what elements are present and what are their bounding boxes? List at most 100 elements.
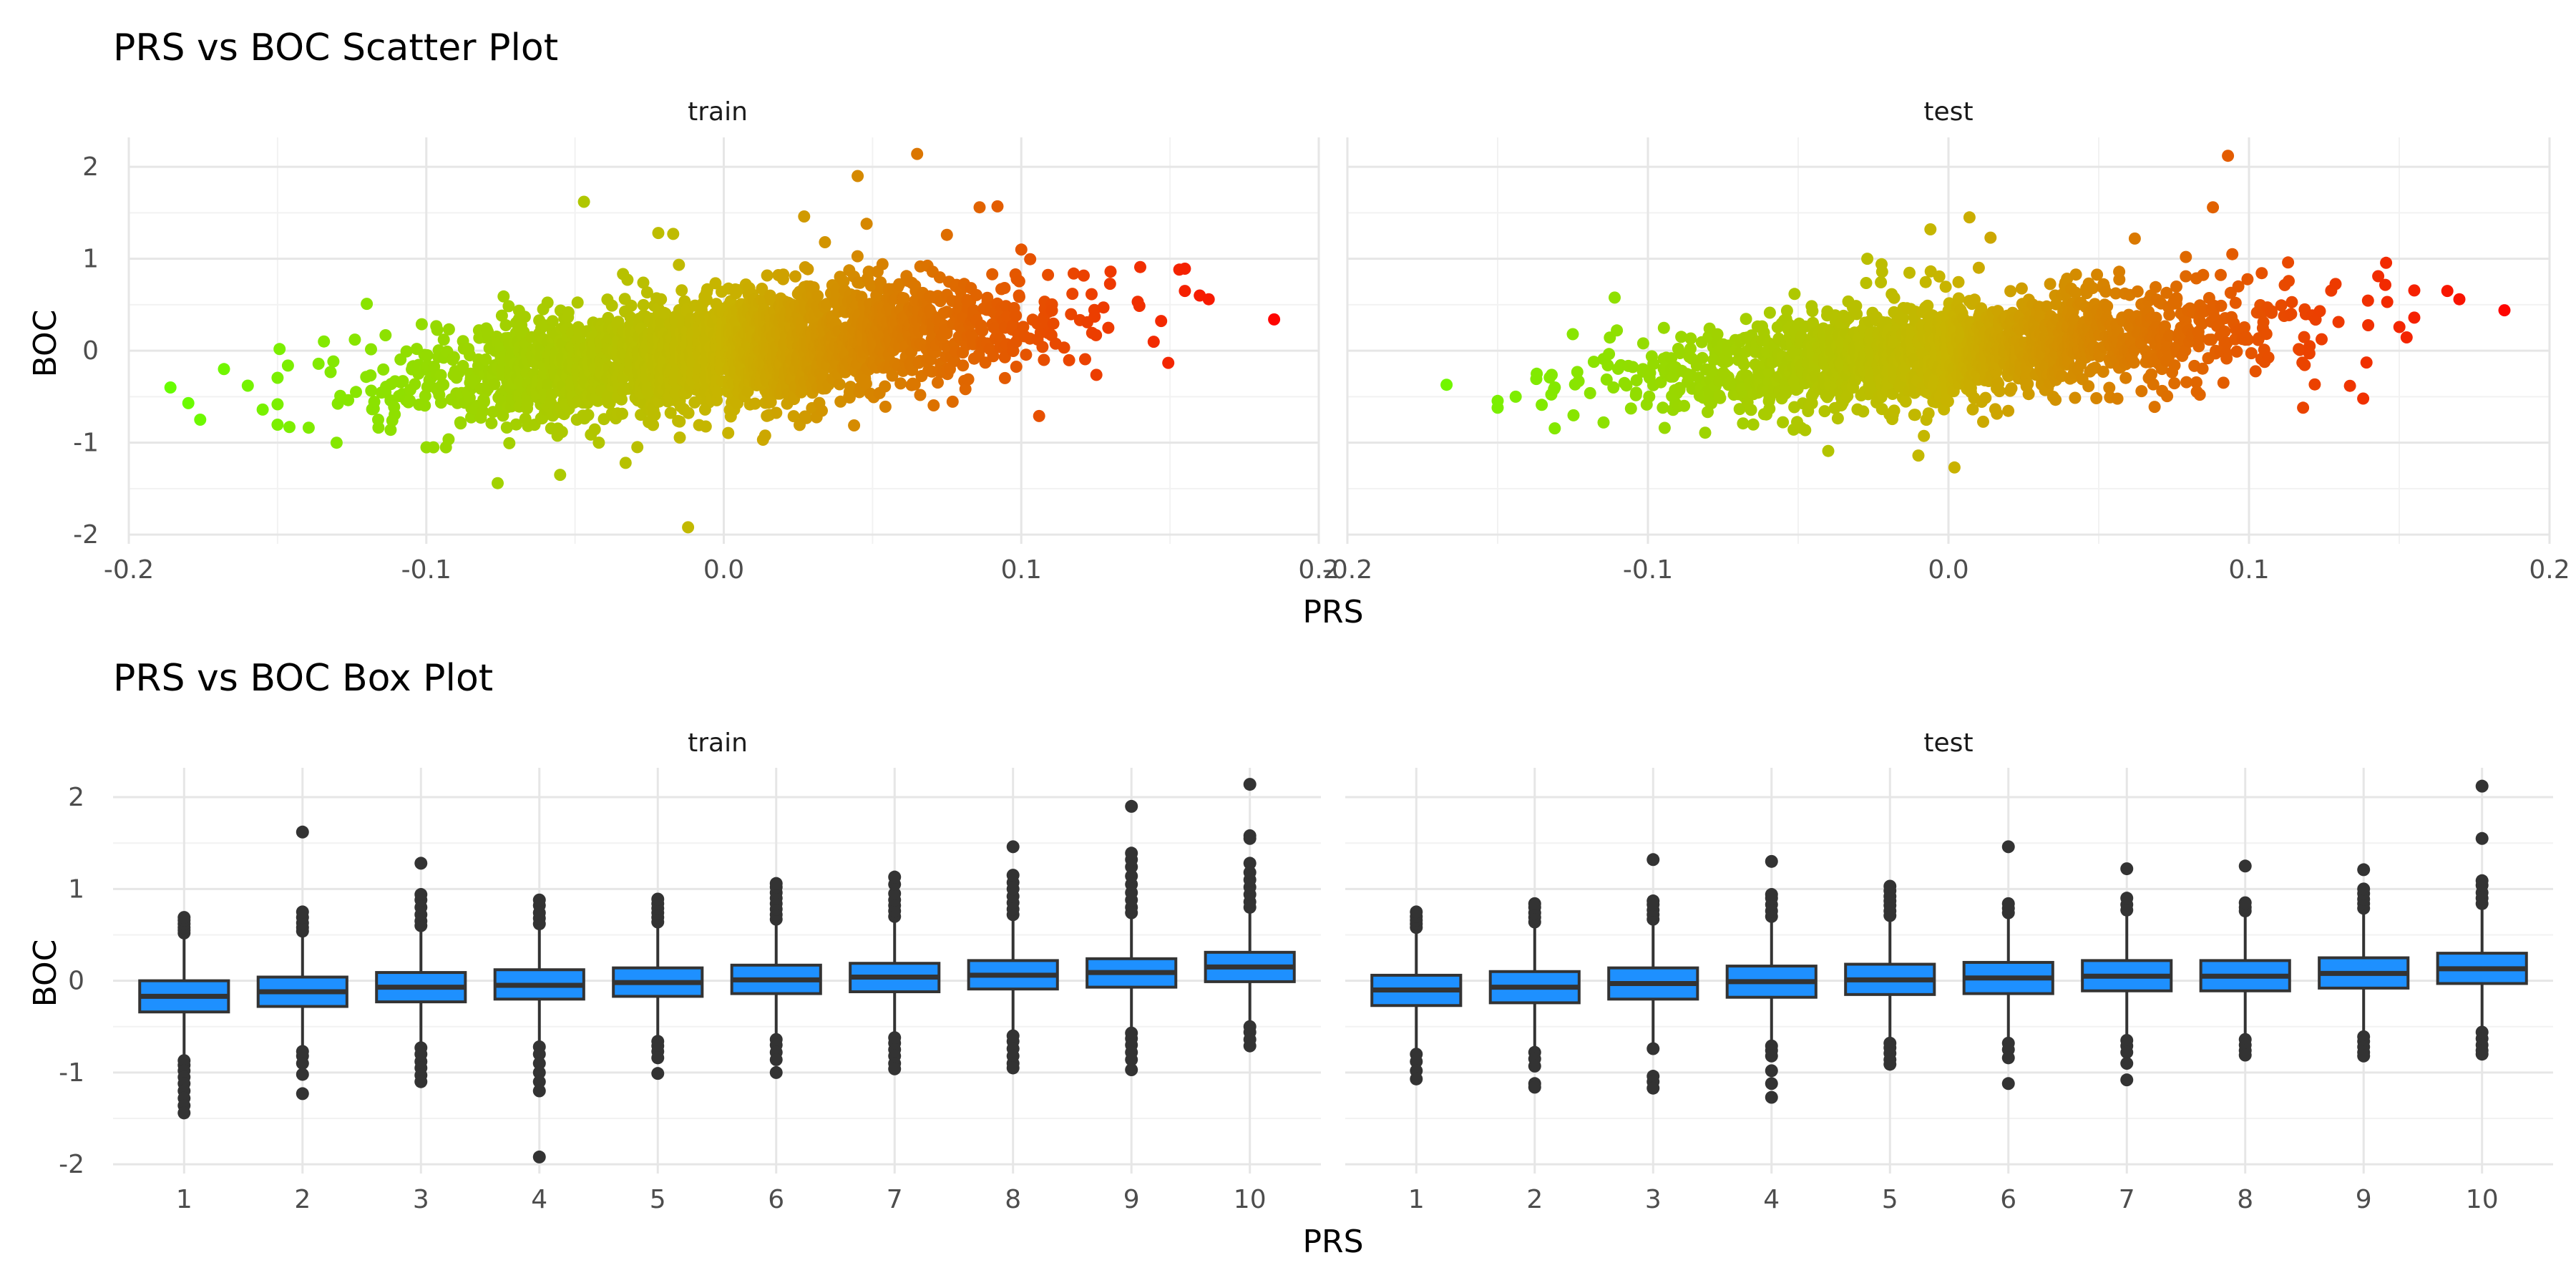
- scatter-point: [667, 228, 680, 240]
- scatter-point: [2207, 201, 2220, 214]
- scatter-strip-test: test: [1923, 97, 1973, 127]
- scatter-point: [365, 343, 377, 356]
- scatter-strip-train: train: [688, 97, 748, 127]
- scatter-point: [637, 298, 650, 311]
- scatter-point: [1079, 353, 1091, 366]
- outlier-point: [296, 1068, 309, 1081]
- scatter-point: [2049, 394, 2062, 406]
- scatter-point: [1918, 429, 1931, 442]
- scatter-point: [2148, 401, 2161, 414]
- scatter-point: [454, 417, 467, 430]
- outlier-point: [2238, 1048, 2252, 1062]
- scatter-point: [1068, 267, 1080, 280]
- x-tick-label: 0.1: [1001, 555, 1042, 585]
- scatter-point: [1058, 341, 1070, 354]
- outlier-point: [177, 1106, 191, 1120]
- scatter-point: [2498, 304, 2511, 317]
- scatter-point: [1045, 304, 1058, 317]
- scatter-point: [1991, 407, 2004, 420]
- scatter-point: [442, 323, 455, 336]
- scatter-point: [2316, 333, 2328, 346]
- scatter-point: [894, 377, 907, 390]
- outlier-point: [1883, 1058, 1897, 1071]
- x-tick-label: -0.1: [1623, 555, 1673, 585]
- scatter-point: [1268, 313, 1281, 326]
- outlier-point: [296, 825, 309, 839]
- outlier-point: [532, 1150, 546, 1163]
- scatter-point: [837, 275, 850, 288]
- scatter-point: [879, 380, 892, 393]
- box-5: [1844, 879, 1936, 1071]
- scatter-point: [1572, 375, 1585, 388]
- scatter-point: [2215, 299, 2228, 312]
- scatter-point: [365, 384, 378, 397]
- scatter-point: [2127, 356, 2140, 369]
- scatter-point: [756, 283, 769, 295]
- scatter-point: [2196, 362, 2209, 375]
- scatter-point: [998, 282, 1011, 294]
- scatter-point: [271, 398, 284, 411]
- scatter-point: [592, 436, 605, 449]
- box-x-label: PRS: [1302, 1224, 1363, 1260]
- scatter-point: [1979, 391, 1992, 404]
- scatter-point: [1063, 353, 1075, 366]
- scatter-point: [1963, 211, 1976, 224]
- scatter-point: [1103, 278, 1116, 291]
- scatter-point: [1155, 315, 1168, 328]
- outlier-point: [651, 892, 665, 906]
- scatter-point: [647, 419, 660, 431]
- x-tick-label: 1: [1408, 1185, 1425, 1214]
- scatter-point: [1065, 308, 1078, 321]
- y-tick-label: -1: [73, 429, 99, 458]
- scatter-point: [2135, 385, 2148, 398]
- scatter-point: [2168, 359, 2181, 372]
- scatter-point: [2022, 388, 2035, 401]
- scatter-point: [384, 424, 397, 436]
- scatter-point: [1941, 395, 1954, 408]
- scatter-point: [2360, 356, 2373, 369]
- scatter-point: [2255, 267, 2268, 280]
- scatter-point: [933, 271, 946, 284]
- scatter-point: [1699, 426, 1712, 439]
- outlier-point: [1646, 853, 1660, 867]
- scatter-point: [400, 345, 413, 358]
- scatter-point: [1600, 373, 1613, 386]
- scatter-point: [1737, 417, 1750, 430]
- scatter-point: [675, 284, 688, 297]
- scatter-point: [1722, 354, 1735, 367]
- scatter-point: [2217, 376, 2230, 389]
- x-tick-label: -0.1: [401, 555, 452, 585]
- scatter-point: [652, 227, 665, 240]
- outlier-point: [1765, 1049, 1778, 1063]
- outlier-point: [2001, 897, 2015, 910]
- scatter-point: [673, 415, 686, 428]
- outlier-point: [2120, 1057, 2134, 1070]
- outlier-point: [2120, 1045, 2134, 1059]
- outlier-point: [2001, 840, 2015, 854]
- scatter-point: [364, 369, 377, 382]
- outlier-point: [1243, 1039, 1257, 1053]
- scatter-point: [986, 268, 999, 280]
- scatter-point: [330, 436, 343, 449]
- scatter-point: [521, 397, 534, 410]
- outlier-point: [1006, 869, 1020, 882]
- scatter-point: [1799, 424, 1812, 436]
- scatter-point: [2380, 256, 2393, 269]
- scatter-point: [876, 258, 889, 270]
- scatter-point: [434, 369, 447, 381]
- scatter-point: [848, 419, 861, 431]
- scatter-point: [1007, 318, 1020, 331]
- scatter-point: [2131, 285, 2144, 298]
- scatter-point: [637, 276, 650, 289]
- scatter-point: [987, 350, 1000, 363]
- scatter-point: [2069, 268, 2082, 281]
- outlier-point: [1646, 1042, 1660, 1055]
- scatter-point: [886, 369, 899, 382]
- scatter-point: [2069, 391, 2082, 404]
- scatter-point: [577, 195, 590, 208]
- x-tick-label: 8: [2237, 1185, 2253, 1214]
- outlier-point: [2357, 863, 2371, 877]
- box-1: [1370, 905, 1463, 1085]
- scatter-point: [2229, 296, 2242, 309]
- box-7: [2081, 862, 2173, 1087]
